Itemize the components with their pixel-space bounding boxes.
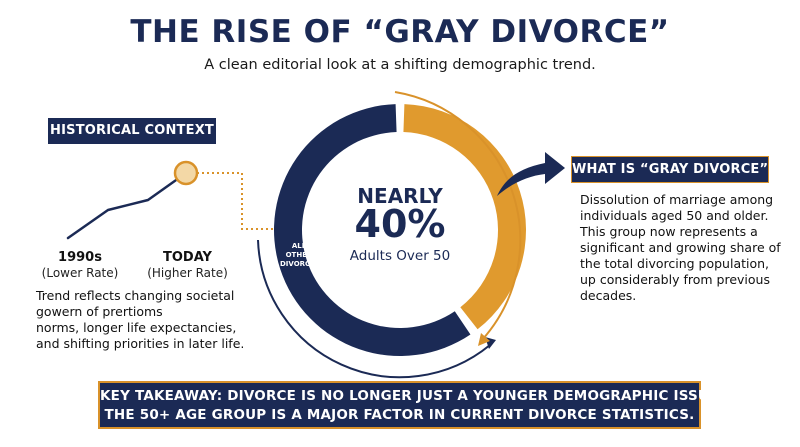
historical-description: Trend reflects changing societal gowern …: [36, 288, 266, 352]
dotted-connector: [197, 172, 288, 230]
definition-tag: WHAT IS “GRAY DIVORCE”?: [571, 156, 776, 183]
page-subtitle: A clean editorial look at a shifting dem…: [204, 57, 596, 73]
historical-line: and shifting priorities in later life.: [36, 336, 245, 351]
historical-line: norms, longer life expectancies,: [36, 320, 237, 335]
trend-end-year: TODAY: [163, 250, 212, 265]
trend-start-note: (Lower Rate): [41, 266, 119, 280]
ring-segment-over-50: [403, 104, 526, 330]
historical-line: Trend reflects changing societal: [36, 288, 235, 303]
pointer-arrow: [497, 152, 565, 196]
definition-line: significant and growing share of: [580, 240, 781, 255]
orbit-arrowhead-right: [478, 333, 490, 346]
other-label-line: ALL: [291, 242, 307, 250]
trend-highlight-marker: [173, 160, 199, 186]
historical-context-tag: HISTORICAL CONTEXT: [48, 118, 216, 144]
historical-line: gowern of prertioms: [36, 304, 163, 319]
takeaway-line: THE 50+ AGE GROUP IS A MAJOR FACTOR IN C…: [104, 407, 695, 423]
definition-line: individuals aged 50 and older.: [580, 208, 769, 223]
orbit-arrow-bottom: [257, 239, 491, 379]
ring-percent: 40%: [354, 202, 446, 246]
key-takeaway-banner: KEY TAKEAWAY: DIVORCE IS NO LONGER JUST …: [98, 381, 725, 429]
other-label-line: DIVORCES: [280, 260, 321, 268]
takeaway-line: KEY TAKEAWAY: DIVORCE IS NO LONGER JUST …: [100, 388, 725, 404]
definition-line: up considerably from previous: [580, 272, 770, 287]
trend-end-note: (Higher Rate): [147, 266, 228, 280]
orbit-arrow-right: [394, 91, 522, 341]
trend-line: [66, 171, 188, 240]
definition-text: Dissolution of marriage among individual…: [580, 192, 795, 304]
divorce-share-ring: [274, 104, 526, 356]
trend-end-label: TODAY (Higher Rate): [145, 250, 230, 280]
definition-line: This group now represents a: [580, 224, 758, 239]
ring-headline: NEARLY: [357, 184, 443, 208]
other-label-line: OTHER: [285, 251, 313, 259]
ring-segment-other-divorces: [274, 104, 471, 356]
ring-caption: Adults Over 50: [349, 248, 451, 264]
definition-line: decades.: [580, 288, 637, 303]
page-title: THE RISE OF “GRAY DIVORCE”: [130, 14, 670, 50]
trend-start-year: 1990s: [58, 250, 102, 265]
definition-line: Dissolution of marriage among: [580, 192, 774, 207]
other-divorces-label: ALL OTHER DIVORCES: [280, 242, 321, 269]
trend-start-label: 1990s (Lower Rate): [40, 250, 120, 280]
definition-line: the total divorcing population,: [580, 256, 770, 271]
